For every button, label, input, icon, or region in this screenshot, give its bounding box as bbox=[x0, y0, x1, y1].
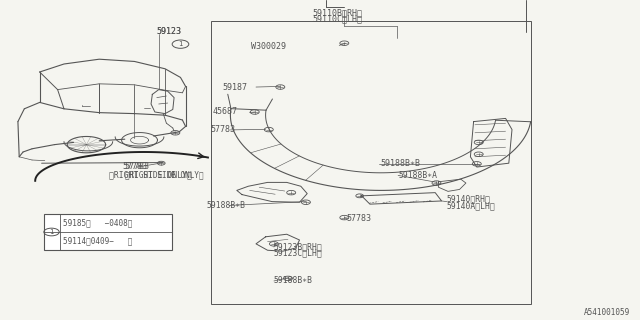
Text: 〈RIGHT SIDE ONLY〉: 〈RIGHT SIDE ONLY〉 bbox=[109, 170, 191, 179]
Text: 59185〈   −0408〉: 59185〈 −0408〉 bbox=[63, 218, 132, 227]
Bar bbox=[211, 21, 531, 304]
Text: 57783: 57783 bbox=[347, 214, 372, 223]
Text: 45687: 45687 bbox=[212, 108, 237, 116]
Text: 59123: 59123 bbox=[157, 28, 182, 36]
Text: W300029: W300029 bbox=[251, 42, 286, 51]
Text: 1: 1 bbox=[179, 41, 182, 47]
Text: 59188B∗B: 59188B∗B bbox=[380, 159, 420, 168]
Text: 1: 1 bbox=[49, 229, 54, 235]
Text: 59114〈0409−   〉: 59114〈0409− 〉 bbox=[63, 236, 132, 245]
Text: 59188B∗B: 59188B∗B bbox=[206, 201, 245, 210]
Text: 59110B〈RH〉: 59110B〈RH〉 bbox=[312, 8, 362, 17]
Text: 57783: 57783 bbox=[210, 125, 235, 134]
Text: 59187: 59187 bbox=[223, 83, 248, 92]
Text: 59188B∗B: 59188B∗B bbox=[274, 276, 313, 285]
Text: 59110C〈LH〉: 59110C〈LH〉 bbox=[312, 15, 362, 24]
Text: 59140〈RH〉: 59140〈RH〉 bbox=[447, 195, 491, 204]
Bar bbox=[44, 214, 172, 250]
Text: 59123C〈LH〉: 59123C〈LH〉 bbox=[274, 248, 323, 257]
Text: 57783: 57783 bbox=[123, 162, 148, 171]
Text: 59123B〈RH〉: 59123B〈RH〉 bbox=[274, 242, 323, 251]
Text: 〈RIGHT SIDE ONLY〉: 〈RIGHT SIDE ONLY〉 bbox=[125, 170, 204, 179]
Text: A541001059: A541001059 bbox=[584, 308, 630, 317]
Text: 57783: 57783 bbox=[125, 162, 150, 171]
Text: 59123: 59123 bbox=[157, 28, 182, 36]
Text: 59140A〈LH〉: 59140A〈LH〉 bbox=[447, 202, 495, 211]
Text: 59188B∗A: 59188B∗A bbox=[398, 171, 437, 180]
